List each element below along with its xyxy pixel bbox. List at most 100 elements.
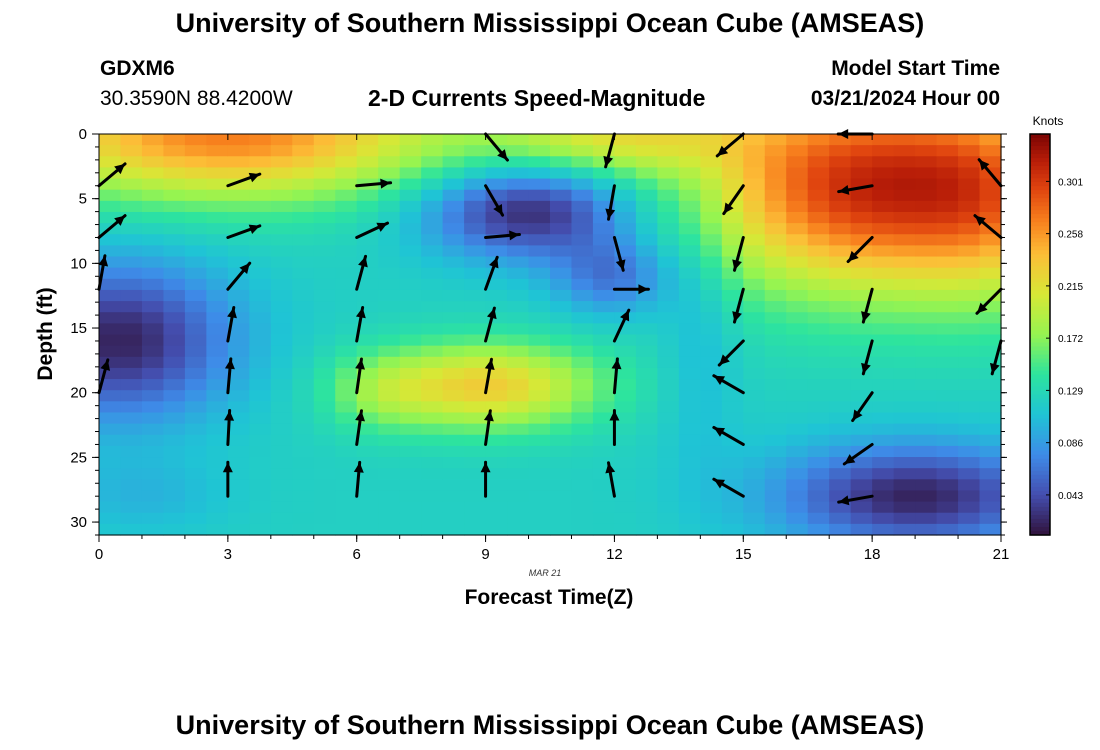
heatmap-cell <box>464 223 487 235</box>
heatmap-cell <box>872 178 895 191</box>
current-vector-arrow <box>355 305 366 343</box>
heatmap-cell <box>399 523 422 536</box>
heatmap-cell <box>184 134 207 146</box>
heatmap-cell <box>464 434 487 447</box>
heatmap-cell <box>764 245 787 258</box>
heatmap-cell <box>292 523 315 536</box>
heatmap-cell <box>442 178 465 191</box>
heatmap-cell <box>163 412 186 425</box>
heatmap-cell <box>764 301 787 313</box>
heatmap-cell <box>721 301 744 313</box>
heatmap-cell <box>915 412 938 425</box>
heatmap-cell <box>635 423 658 436</box>
colorbar-swatch <box>1030 150 1050 155</box>
heatmap-cell <box>99 523 122 536</box>
heatmap-cell <box>399 512 422 525</box>
heatmap-cell <box>571 412 594 425</box>
heatmap-cell <box>227 189 250 202</box>
heatmap-cell <box>958 379 981 391</box>
heatmap-cell <box>657 234 680 246</box>
heatmap-cell <box>249 156 272 169</box>
heatmap-cell <box>206 390 229 402</box>
heatmap-cell <box>378 211 401 224</box>
heatmap-cell <box>356 301 379 313</box>
heatmap-cell <box>292 200 315 213</box>
heatmap-cell <box>850 423 873 436</box>
heatmap-cell <box>764 256 787 269</box>
heatmap-cell <box>958 523 981 536</box>
heatmap-cell <box>378 356 401 369</box>
heatmap-cell <box>120 523 143 536</box>
heatmap-cell <box>249 457 272 469</box>
heatmap-cell <box>936 512 959 525</box>
heatmap-cell <box>464 512 487 525</box>
heatmap-cell <box>507 334 530 347</box>
heatmap-cell <box>335 490 358 503</box>
heatmap-cell <box>958 445 981 458</box>
heatmap-cell <box>850 134 873 146</box>
heatmap-cell <box>227 301 250 313</box>
heatmap-cell <box>614 334 637 347</box>
current-vector-arrow <box>484 184 505 217</box>
colorbar-swatch <box>1030 290 1050 295</box>
heatmap-cell <box>120 178 143 191</box>
heatmap-cell <box>786 356 809 369</box>
heatmap-cell <box>657 156 680 169</box>
heatmap-cell <box>635 457 658 469</box>
heatmap-cell <box>528 423 551 436</box>
current-vector-arrow <box>97 358 111 395</box>
colorbar-swatch <box>1030 462 1050 468</box>
heatmap-cell <box>313 245 336 258</box>
heatmap-cell <box>700 200 723 213</box>
heatmap-cell <box>635 256 658 269</box>
colorbar-swatch <box>1030 246 1050 251</box>
current-vector-arrow <box>977 158 1003 188</box>
heatmap-cell <box>550 167 573 180</box>
heatmap-cell <box>528 512 551 525</box>
heatmap-cell <box>657 223 680 235</box>
heatmap-cell <box>850 468 873 480</box>
heatmap-cell <box>442 434 465 447</box>
heatmap-cell <box>764 434 787 447</box>
heatmap-cell <box>571 434 594 447</box>
heatmap-cell <box>571 367 594 380</box>
current-vector-arrow <box>712 374 745 395</box>
heatmap-cell <box>313 145 336 157</box>
heatmap-cell <box>893 423 916 436</box>
heatmap-cell <box>958 401 981 414</box>
heatmap-cell <box>657 134 680 146</box>
heatmap-cell <box>206 479 229 492</box>
heatmap-cell <box>743 200 766 213</box>
heatmap-cell <box>850 479 873 492</box>
heatmap-cell <box>764 178 787 191</box>
heatmap-cell <box>657 468 680 480</box>
heatmap-cell <box>571 356 594 369</box>
heatmap-cell <box>141 223 165 235</box>
current-vector-arrow <box>712 425 745 446</box>
heatmap-cell <box>227 412 250 425</box>
heatmap-cell <box>743 256 766 269</box>
heatmap-cell <box>206 356 229 369</box>
heatmap-cell <box>421 178 444 191</box>
heatmap-cell <box>979 178 1002 191</box>
heatmap-cell <box>507 312 530 324</box>
heatmap-cell <box>335 178 358 191</box>
heatmap-cell <box>335 156 358 169</box>
colorbar-swatch <box>1030 454 1050 460</box>
heatmap-cell <box>979 145 1002 157</box>
heatmap-cell <box>270 323 293 336</box>
heatmap-cell <box>635 367 658 380</box>
heatmap-cell <box>786 301 809 313</box>
heatmap-cell <box>872 211 895 224</box>
heatmap-cell <box>764 457 787 469</box>
heatmap-cell <box>915 345 938 358</box>
heatmap-cell <box>657 434 680 447</box>
heatmap-cell <box>743 423 766 436</box>
heatmap-cell <box>378 390 401 402</box>
heatmap-cell <box>678 200 701 213</box>
heatmap-cell <box>399 245 422 258</box>
heatmap-cell <box>550 256 573 269</box>
colorbar-swatch <box>1030 518 1050 524</box>
heatmap-cell <box>550 312 573 324</box>
heatmap-cell <box>163 423 186 436</box>
